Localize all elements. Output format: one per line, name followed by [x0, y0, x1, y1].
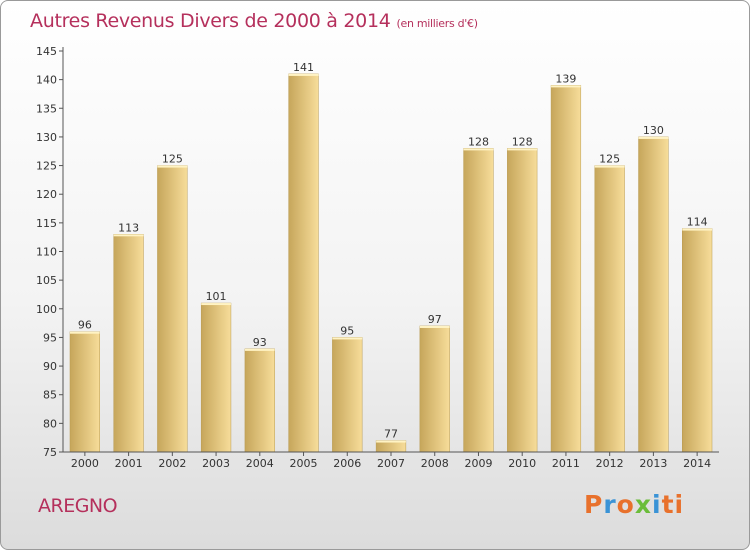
bar — [594, 165, 625, 453]
bar-value-label: 101 — [206, 290, 227, 303]
y-tick-label: 85 — [43, 389, 57, 402]
y-tick-label: 145 — [36, 45, 57, 58]
x-tick-label: 2006 — [333, 457, 361, 470]
bar-top-highlight — [507, 148, 538, 151]
bar — [288, 73, 319, 453]
logo-letter: P — [584, 490, 604, 519]
bar-value-label: 128 — [468, 135, 489, 148]
logo-letter: r — [603, 490, 617, 519]
bar — [550, 85, 582, 453]
bar-top-highlight — [638, 136, 669, 139]
bar-top-highlight — [113, 234, 144, 237]
y-tick-label: 125 — [36, 160, 57, 173]
y-tick-label: 75 — [43, 446, 57, 459]
bar-top-highlight — [419, 325, 450, 328]
y-tick-label: 95 — [43, 331, 57, 344]
bar-top-highlight — [288, 73, 319, 76]
proxiti-logo: Proxiti — [584, 490, 684, 519]
bar-value-label: 130 — [643, 124, 664, 137]
x-tick-label: 2005 — [290, 457, 318, 470]
x-tick-label: 2000 — [71, 457, 99, 470]
x-tick-label: 2001 — [115, 457, 143, 470]
bar-value-label: 125 — [162, 153, 183, 166]
bar-value-label: 139 — [555, 72, 576, 85]
chart-title: Autres Revenus Divers de 2000 à 2014 (en … — [30, 10, 478, 32]
bar — [244, 348, 275, 453]
bar-top-highlight — [551, 85, 581, 88]
x-tick-label: 2002 — [158, 457, 186, 470]
bar-value-label: 95 — [340, 324, 354, 337]
logo-letter: ti — [661, 490, 685, 519]
y-tick-label: 110 — [36, 246, 57, 259]
bar — [157, 165, 188, 453]
bar-top-highlight — [201, 303, 231, 306]
bar-value-label: 114 — [687, 216, 708, 229]
x-tick-label: 2009 — [464, 457, 492, 470]
x-tick-label: 2004 — [246, 457, 274, 470]
bar-value-label: 93 — [253, 336, 267, 349]
bar-top-highlight — [244, 348, 275, 351]
bar-top-highlight — [332, 337, 363, 340]
place-name: AREGNO — [38, 495, 118, 517]
bar — [419, 325, 450, 453]
bar-top-highlight — [376, 440, 406, 443]
bar-value-label: 113 — [118, 221, 139, 234]
y-tick-label: 140 — [36, 74, 57, 87]
bar — [638, 136, 669, 453]
x-tick-label: 2010 — [508, 457, 536, 470]
bar — [332, 337, 363, 453]
bar-value-label: 96 — [78, 319, 92, 332]
y-tick-label: 105 — [36, 274, 57, 287]
y-tick-label: 120 — [36, 188, 57, 201]
bar — [682, 228, 713, 453]
bar — [463, 148, 494, 453]
y-tick-label: 90 — [43, 360, 57, 373]
y-tick-label: 130 — [36, 131, 57, 144]
x-tick-label: 2003 — [202, 457, 230, 470]
x-tick-label: 2012 — [596, 457, 624, 470]
x-tick-label: 2007 — [377, 457, 405, 470]
bar-value-label: 128 — [512, 135, 533, 148]
chart-title-text: Autres Revenus Divers de 2000 à 2014 — [30, 10, 391, 32]
bar-top-highlight — [682, 228, 713, 231]
bar-value-label: 77 — [384, 428, 398, 441]
bar-value-label: 141 — [293, 61, 314, 74]
y-tick-label: 80 — [43, 417, 57, 430]
bar — [69, 331, 100, 453]
bar-top-highlight — [463, 148, 494, 151]
y-tick-label: 115 — [36, 217, 57, 230]
bar-top-highlight — [594, 165, 625, 168]
chart-subtitle: (en milliers d'€) — [396, 17, 478, 30]
bar — [113, 234, 144, 453]
bar-chart: 75 80 85 90 95 100 105 110 115 120 125 130 135 140 145… — [36, 45, 719, 470]
logo-letter: o — [616, 490, 635, 519]
y-tick-label: 135 — [36, 102, 57, 115]
x-tick-label: 2014 — [683, 457, 711, 470]
logo-letter: i — [652, 490, 662, 519]
bar-value-label: 125 — [599, 153, 620, 166]
logo-letter: x — [634, 490, 652, 519]
bar-top-highlight — [157, 165, 188, 168]
x-tick-label: 2008 — [421, 457, 449, 470]
bar — [507, 148, 538, 453]
bar-top-highlight — [69, 331, 100, 334]
x-tick-label: 2011 — [552, 457, 580, 470]
x-tick-label: 2013 — [639, 457, 667, 470]
bar — [200, 302, 232, 453]
bar-value-label: 97 — [428, 313, 442, 326]
y-tick-label: 100 — [36, 303, 57, 316]
